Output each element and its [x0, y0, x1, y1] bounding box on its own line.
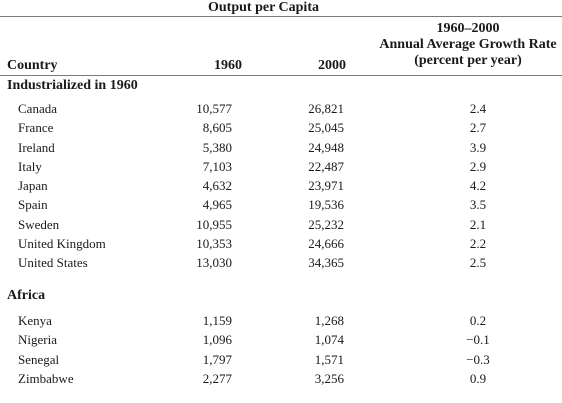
header-rule	[0, 75, 562, 76]
cell-1960: 1,096	[202, 332, 232, 348]
cell-2000: 3,256	[314, 370, 344, 386]
cell-1960: 1,797	[202, 351, 232, 367]
table-row: Italy 7,103 22,487 2.9	[0, 159, 562, 178]
growth-header-title: Annual Average Growth Rate	[379, 37, 557, 52]
cell-1960: 7,103	[202, 158, 232, 174]
growth-header-years: 1960–2000	[436, 21, 500, 36]
column-header-country: Country	[7, 58, 58, 73]
cell-growth-rate: 0.2	[469, 313, 487, 328]
cell-country: Italy	[18, 158, 42, 174]
section-title-africa: Africa	[7, 288, 46, 303]
cell-1960: 8,605	[202, 120, 232, 136]
growth-rate-header: 1960–2000 Annual Average Growth Rate (pe…	[368, 21, 562, 69]
cell-growth-rate: 2.7	[469, 120, 487, 136]
table-row: France 8,605 25,045 2.7	[0, 120, 562, 139]
cell-growth-rate: 2.2	[469, 236, 487, 252]
cell-growth-rate: −0.1	[466, 332, 490, 348]
top-rule	[0, 16, 562, 17]
cell-2000: 19,536	[308, 197, 344, 213]
cell-country: France	[18, 120, 54, 136]
table-row: Japan 4,632 23,971 4.2	[0, 178, 562, 197]
table-row: Canada 10,577 26,821 2.4	[0, 101, 562, 120]
cell-growth-rate: 0.9	[469, 370, 487, 386]
cell-growth-rate: 2.1	[469, 216, 487, 232]
cell-country: Kenya	[18, 313, 52, 328]
cell-country: Ireland	[18, 139, 55, 155]
cell-country: Spain	[18, 197, 48, 213]
growth-header-unit: (percent per year)	[414, 53, 522, 68]
cell-2000: 22,487	[308, 158, 344, 174]
cell-country: Nigeria	[18, 332, 57, 348]
cell-growth-rate: 3.9	[469, 139, 487, 155]
cell-country: Zimbabwe	[18, 370, 74, 386]
cell-2000: 1,074	[314, 332, 344, 348]
cell-2000: 25,232	[308, 216, 344, 232]
table-row: Spain 4,965 19,536 3.5	[0, 197, 562, 216]
cell-country: United Kingdom	[18, 236, 106, 252]
cell-growth-rate: −0.3	[466, 351, 490, 367]
table-row: United States 13,030 34,365 2.5	[0, 255, 562, 274]
cell-country: Sweden	[18, 216, 60, 232]
cell-2000: 26,821	[308, 101, 344, 116]
cell-1960: 4,965	[202, 197, 232, 213]
cell-2000: 25,045	[308, 120, 344, 136]
cell-1960: 10,353	[196, 236, 232, 252]
cell-2000: 24,666	[308, 236, 344, 252]
table-super-title: Output per Capita	[208, 0, 319, 15]
cell-2000: 1,571	[314, 351, 344, 367]
cell-country: Japan	[18, 178, 48, 194]
column-header-2000: 2000	[318, 58, 346, 73]
cell-1960: 4,632	[202, 178, 232, 194]
cell-country: United States	[18, 255, 88, 271]
section-rows-industrialized: Canada 10,577 26,821 2.4 France 8,605 25,045 2.…	[0, 101, 562, 275]
cell-1960: 13,030	[196, 255, 232, 271]
table-row: Sweden 10,955 25,232 2.1	[0, 217, 562, 236]
cell-growth-rate: 2.9	[469, 158, 487, 174]
section-title-industrialized: Industrialized in 1960	[7, 78, 138, 93]
section-rows-africa: Kenya 1,159 1,268 0.2 Nigeria 1,096 1,074 −0.1 S…	[0, 313, 562, 390]
cell-1960: 1,159	[202, 313, 232, 328]
table-row: Kenya 1,159 1,268 0.2	[0, 313, 562, 332]
column-header-1960: 1960	[214, 58, 242, 73]
cell-2000: 34,365	[308, 255, 344, 271]
table-row: Zimbabwe 2,277 3,256 0.9	[0, 371, 562, 390]
cell-2000: 1,268	[314, 313, 344, 328]
cell-1960: 5,380	[202, 139, 232, 155]
cell-growth-rate: 3.5	[469, 197, 487, 213]
cell-1960: 2,277	[202, 370, 232, 386]
cell-growth-rate: 2.5	[469, 255, 487, 271]
table-row: Ireland 5,380 24,948 3.9	[0, 140, 562, 159]
table-row: Senegal 1,797 1,571 −0.3	[0, 352, 562, 371]
cell-1960: 10,577	[196, 101, 232, 116]
table-row: Nigeria 1,096 1,074 −0.1	[0, 332, 562, 351]
cell-2000: 24,948	[308, 139, 344, 155]
cell-growth-rate: 2.4	[469, 101, 487, 116]
cell-country: Canada	[18, 101, 57, 116]
cell-1960: 10,955	[196, 216, 232, 232]
cell-country: Senegal	[18, 351, 60, 367]
cell-growth-rate: 4.2	[469, 178, 487, 194]
table-row: United Kingdom 10,353 24,666 2.2	[0, 236, 562, 255]
cell-2000: 23,971	[308, 178, 344, 194]
